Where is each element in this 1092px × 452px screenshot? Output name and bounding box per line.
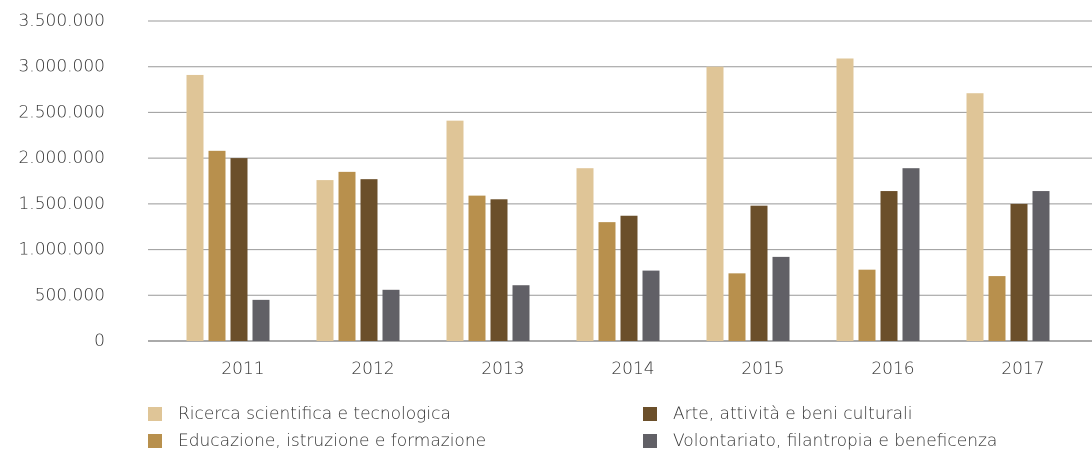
bar [338, 171, 356, 341]
bar [186, 74, 204, 341]
legend-label: Ricerca scientifica e tecnologica [178, 404, 451, 424]
legend-swatch [643, 434, 657, 448]
bar [858, 269, 876, 341]
x-tick-label: 2014 [611, 359, 654, 379]
bar [966, 93, 984, 341]
x-tick-label: 2015 [741, 359, 784, 379]
legend-label: Volontariato, filantropia e beneficenza [673, 431, 997, 451]
x-tick-label: 2011 [221, 359, 264, 379]
y-tick-label: 3.000.000 [18, 57, 105, 77]
bar [360, 179, 378, 341]
bar [576, 168, 594, 341]
bar [728, 273, 746, 341]
bar [468, 195, 486, 341]
y-tick-label: 3.500.000 [18, 11, 105, 31]
legend-swatch [148, 434, 162, 448]
bar [252, 299, 270, 341]
y-tick-label: 2.000.000 [18, 148, 105, 168]
bar [512, 285, 530, 341]
x-tick-label: 2012 [351, 359, 394, 379]
bar [490, 199, 508, 341]
bar [772, 256, 790, 341]
y-tick-label: 2.500.000 [18, 102, 105, 122]
legend-swatch [148, 407, 162, 421]
bar [446, 120, 464, 342]
y-tick-label: 500.000 [35, 285, 105, 305]
bar [988, 276, 1006, 341]
x-tick-label: 2017 [1001, 359, 1044, 379]
legend-label: Educazione, istruzione e formazione [178, 431, 486, 451]
bar [598, 222, 616, 341]
x-tick-label: 2013 [481, 359, 524, 379]
bar [836, 58, 854, 341]
bar [382, 289, 400, 341]
bar [208, 150, 226, 341]
bar [1010, 203, 1028, 341]
y-tick-label: 1.000.000 [18, 240, 105, 260]
bar [642, 270, 660, 341]
bar [620, 215, 638, 341]
x-tick-label: 2016 [871, 359, 914, 379]
y-tick-label: 1.500.000 [18, 194, 105, 214]
bar [706, 66, 724, 341]
bar [316, 180, 334, 341]
y-tick-label: 0 [94, 331, 105, 351]
bar [750, 205, 768, 341]
bar [902, 168, 920, 341]
bar [230, 158, 248, 341]
legend-swatch [643, 407, 657, 421]
bar [1032, 191, 1050, 341]
bar [880, 191, 898, 341]
legend-label: Arte, attività e beni culturali [673, 404, 912, 424]
